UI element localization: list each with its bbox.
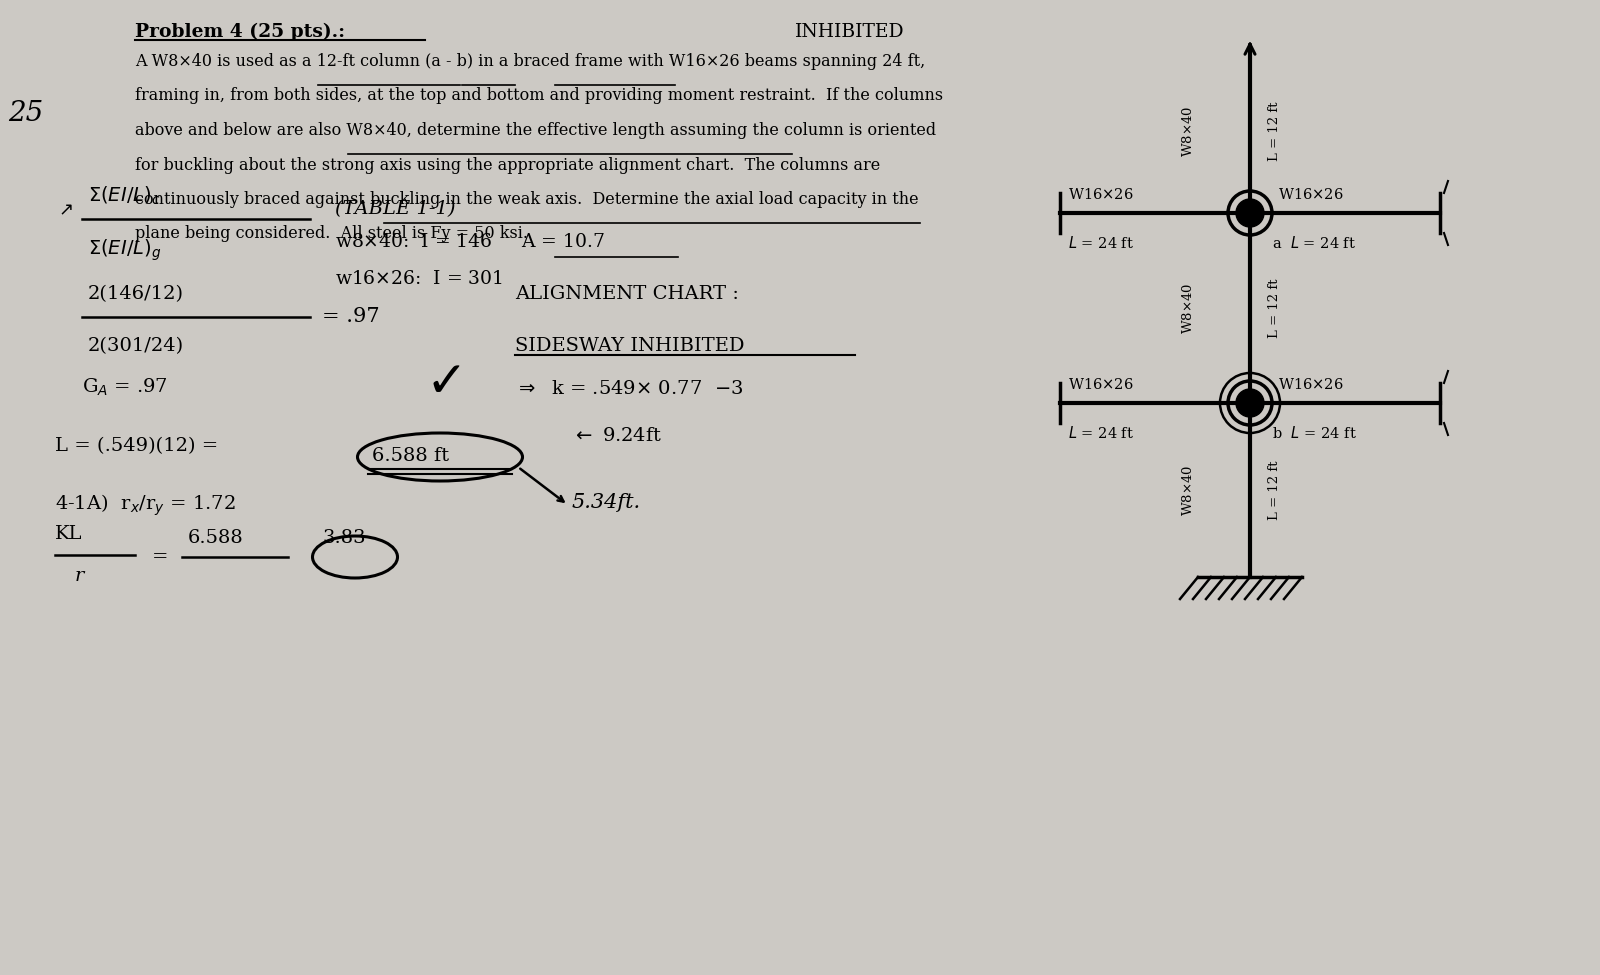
Text: $\nearrow$: $\nearrow$ <box>54 201 74 219</box>
Text: 2(301/24): 2(301/24) <box>88 337 184 355</box>
Text: W16$\times$26: W16$\times$26 <box>1069 377 1134 392</box>
Text: w16$\times$26:  I = 301: w16$\times$26: I = 301 <box>334 270 502 288</box>
Text: = .97: = .97 <box>322 307 379 327</box>
Text: for buckling about the strong axis using the appropriate alignment chart.  The c: for buckling about the strong axis using… <box>134 157 880 174</box>
Text: 5.34ft.: 5.34ft. <box>573 493 642 512</box>
Text: W16$\times$26: W16$\times$26 <box>1278 377 1344 392</box>
Text: w8$\times$40:  I = 146     A = 10.7: w8$\times$40: I = 146 A = 10.7 <box>334 233 605 251</box>
Text: L = 12 ft: L = 12 ft <box>1269 101 1282 161</box>
Text: framing in, from both sides, at the top and bottom and providing moment restrain: framing in, from both sides, at the top … <box>134 88 942 104</box>
Text: 25: 25 <box>8 100 43 127</box>
Text: W8$\times$40: W8$\times$40 <box>1181 106 1195 157</box>
Text: b  $L$ = 24 ft: b $L$ = 24 ft <box>1272 425 1357 441</box>
Text: $\Sigma(EI/L)_g$: $\Sigma(EI/L)_g$ <box>88 237 162 262</box>
Text: W8$\times$40: W8$\times$40 <box>1181 464 1195 516</box>
Text: 6.588 ft: 6.588 ft <box>371 447 450 465</box>
Text: G$_A$ = .97: G$_A$ = .97 <box>82 377 168 399</box>
Text: Problem 4 (25 pts).:: Problem 4 (25 pts).: <box>134 23 346 41</box>
Text: $L$ = 24 ft: $L$ = 24 ft <box>1069 425 1134 441</box>
Text: W16$\times$26: W16$\times$26 <box>1069 187 1134 202</box>
Circle shape <box>1235 389 1264 417</box>
Text: L = (.549)(12) =: L = (.549)(12) = <box>54 437 218 455</box>
Text: above and below are also W8×40, determine the effective length assuming the colu: above and below are also W8×40, determin… <box>134 122 936 139</box>
Text: 6.588: 6.588 <box>189 529 243 547</box>
Text: $L$ = 24 ft: $L$ = 24 ft <box>1069 235 1134 251</box>
Text: $\leftarrow$ 9.24ft: $\leftarrow$ 9.24ft <box>573 427 662 445</box>
Text: W8$\times$40: W8$\times$40 <box>1181 283 1195 333</box>
Circle shape <box>1235 199 1264 227</box>
Text: INHIBITED: INHIBITED <box>795 23 906 41</box>
Text: ALIGNMENT CHART :: ALIGNMENT CHART : <box>515 285 739 303</box>
Text: =: = <box>152 548 168 566</box>
Text: 3.83: 3.83 <box>322 529 366 547</box>
Text: 2(146/12): 2(146/12) <box>88 285 184 303</box>
Text: SIDESWAY INHIBITED: SIDESWAY INHIBITED <box>515 337 744 355</box>
Text: a  $L$ = 24 ft: a $L$ = 24 ft <box>1272 235 1357 251</box>
Text: L = 12 ft: L = 12 ft <box>1269 460 1282 520</box>
Text: (TABLE 1-1): (TABLE 1-1) <box>334 200 456 218</box>
Text: L = 12 ft: L = 12 ft <box>1269 278 1282 337</box>
Text: KL: KL <box>54 525 83 543</box>
Text: $\Rightarrow$  k = .549$\times$ 0.77  $-$3: $\Rightarrow$ k = .549$\times$ 0.77 $-$3 <box>515 380 744 398</box>
Text: $\Sigma(EI/L)_c$: $\Sigma(EI/L)_c$ <box>88 184 160 207</box>
Text: r: r <box>75 567 85 585</box>
Text: A W8×40 is used as a 12-ft column (a - b) in a braced frame with W16×26 beams sp: A W8×40 is used as a 12-ft column (a - b… <box>134 53 925 70</box>
Text: 4-1A)  r$_x$/r$_y$ = 1.72: 4-1A) r$_x$/r$_y$ = 1.72 <box>54 493 235 519</box>
Text: W16$\times$26: W16$\times$26 <box>1278 187 1344 202</box>
Text: plane being considered.  All steel is Fy = 50 ksi.: plane being considered. All steel is Fy … <box>134 225 528 243</box>
Text: continuously braced against buckling in the weak axis.  Determine the axial load: continuously braced against buckling in … <box>134 191 918 208</box>
Text: $\checkmark$: $\checkmark$ <box>426 357 461 407</box>
